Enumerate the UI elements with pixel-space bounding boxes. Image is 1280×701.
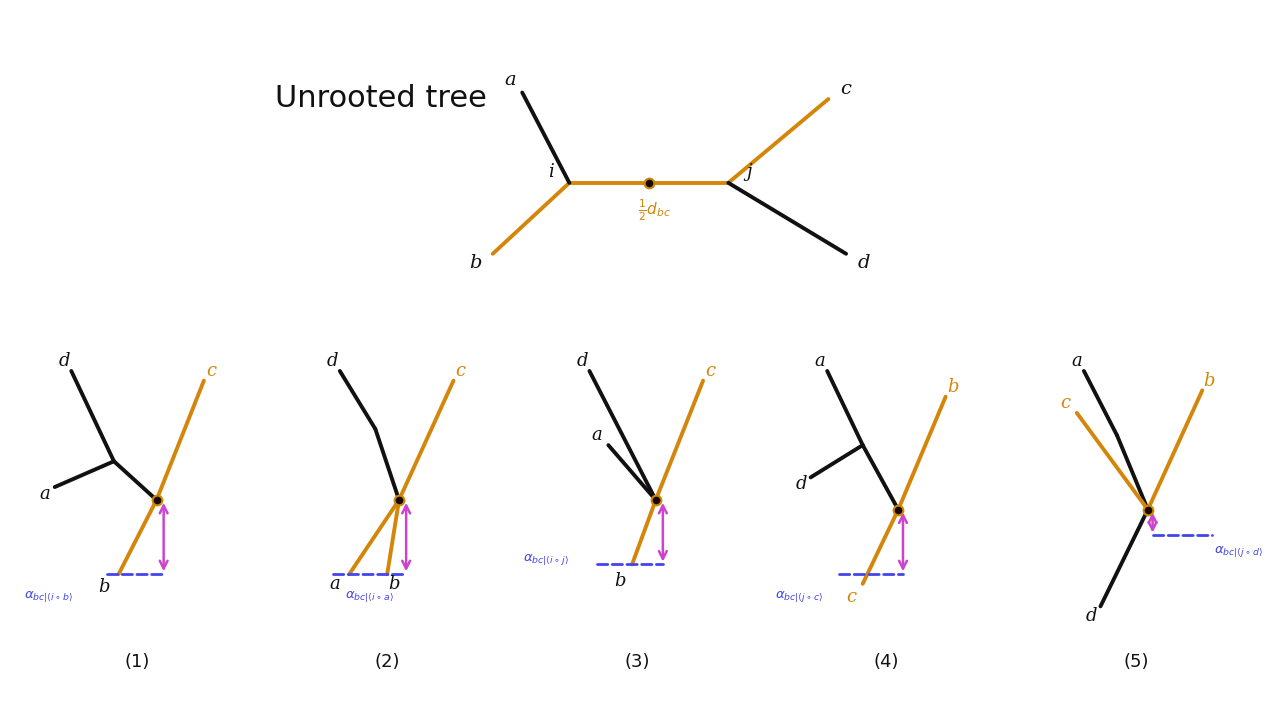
Text: j: j — [746, 163, 751, 181]
Text: a: a — [40, 484, 51, 503]
Text: a: a — [815, 353, 826, 370]
Text: a: a — [591, 426, 602, 444]
Text: d: d — [795, 475, 806, 493]
Text: $\alpha_{bc|\langle j \circ c \rangle}$: $\alpha_{bc|\langle j \circ c \rangle}$ — [776, 590, 823, 604]
Text: d: d — [1085, 607, 1097, 625]
Text: b: b — [1203, 372, 1215, 390]
Text: a: a — [1071, 353, 1082, 370]
Text: c: c — [456, 362, 466, 380]
Text: (5): (5) — [1124, 653, 1148, 671]
Text: c: c — [841, 81, 851, 98]
Text: i: i — [548, 163, 553, 181]
Text: (2): (2) — [375, 653, 399, 671]
Text: (4): (4) — [874, 653, 899, 671]
Text: d: d — [59, 353, 70, 370]
Text: b: b — [614, 571, 626, 590]
Text: b: b — [468, 254, 481, 273]
Text: a: a — [330, 575, 340, 593]
Text: Unrooted tree: Unrooted tree — [275, 85, 486, 114]
Text: (1): (1) — [125, 653, 150, 671]
Text: $\frac{1}{2}d_{bc}$: $\frac{1}{2}d_{bc}$ — [639, 198, 671, 223]
Text: (3): (3) — [625, 653, 649, 671]
Text: c: c — [705, 362, 716, 380]
Text: c: c — [1060, 394, 1070, 412]
Text: d: d — [576, 353, 588, 370]
Text: c: c — [846, 587, 856, 606]
Text: b: b — [99, 578, 110, 596]
Text: a: a — [504, 71, 516, 88]
Text: $\alpha_{bc|\langle j \circ d \rangle}$: $\alpha_{bc|\langle j \circ d \rangle}$ — [1215, 544, 1263, 559]
Text: b: b — [947, 378, 959, 396]
Text: $\alpha_{bc|\langle i \circ j \rangle}$: $\alpha_{bc|\langle i \circ j \rangle}$ — [524, 552, 568, 567]
Text: b: b — [389, 575, 401, 593]
Text: $\alpha_{bc|\langle i \circ a \rangle}$: $\alpha_{bc|\langle i \circ a \rangle}$ — [344, 590, 393, 604]
Text: $\alpha_{bc|\langle i \circ b \rangle}$: $\alpha_{bc|\langle i \circ b \rangle}$ — [24, 590, 73, 604]
Text: d: d — [326, 353, 338, 370]
Text: c: c — [206, 362, 216, 380]
Text: d: d — [858, 254, 870, 273]
